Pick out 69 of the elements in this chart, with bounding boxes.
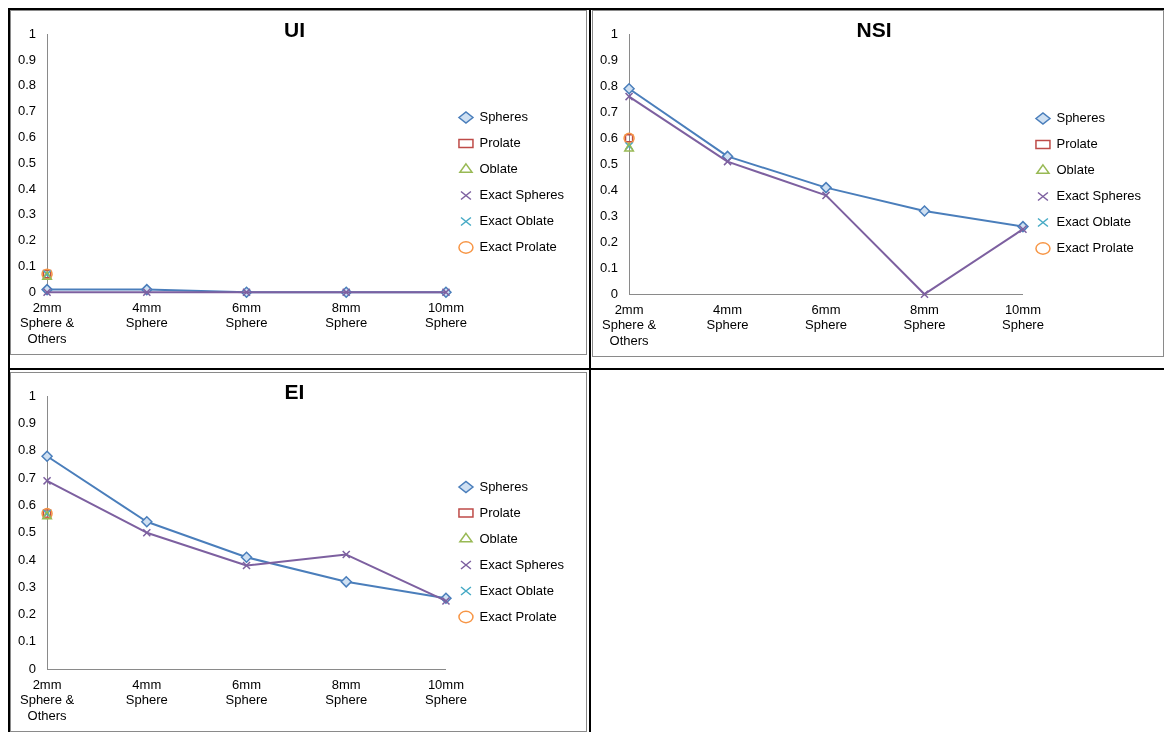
legend-label: Exact Prolate <box>1056 240 1134 256</box>
y-tick-label: 0.3 <box>599 207 619 223</box>
y-tick-label: 0.3 <box>17 206 37 222</box>
x-tick-label: 2mm Sphere & Others <box>601 301 657 348</box>
legend-label: Spheres <box>479 478 529 494</box>
y-tick-label: 0 <box>28 283 37 299</box>
y-tick-label: 0.2 <box>17 606 37 622</box>
legend-label: Exact Spheres <box>479 187 565 203</box>
legend-label: Prolate <box>479 135 521 151</box>
x-tick-label: 10mm Sphere <box>424 676 467 708</box>
y-tick-label: 0.9 <box>17 415 37 431</box>
y-tick-label: 0.2 <box>17 232 37 248</box>
y-tick-label: 0 <box>610 285 619 301</box>
y-tick-label: 0.4 <box>599 181 619 197</box>
y-tick-label: 0.7 <box>17 103 37 119</box>
x-tick-label: 4mm Sphere <box>125 299 168 331</box>
y-tick-label: 0.6 <box>17 496 37 512</box>
x-tick-label: 2mm Sphere & Others <box>19 299 75 346</box>
y-tick-label: 0.5 <box>17 154 37 170</box>
y-tick-label: 0.4 <box>17 180 37 196</box>
x-tick-label: 6mm Sphere <box>225 676 268 708</box>
x-tick-label: 4mm Sphere <box>706 301 749 333</box>
y-tick-label: 1 <box>610 25 619 41</box>
legend-label: Exact Oblate <box>479 582 554 598</box>
y-tick-label: 0.8 <box>599 77 619 93</box>
y-tick-label: 0.8 <box>17 442 37 458</box>
chart-title: EI <box>284 380 305 404</box>
y-tick-label: 0.3 <box>17 578 37 594</box>
legend-label: Oblate <box>1056 162 1095 178</box>
legend-label: Exact Prolate <box>479 608 557 624</box>
legend-label: Exact Spheres <box>1056 188 1142 204</box>
legend-label: Oblate <box>479 161 518 177</box>
y-tick-label: 0.2 <box>599 233 619 249</box>
chart-title: NSI <box>856 18 892 42</box>
y-tick-label: 0.5 <box>599 155 619 171</box>
legend-label: Exact Spheres <box>479 556 565 572</box>
y-tick-label: 0.1 <box>599 259 619 275</box>
y-tick-label: 0.8 <box>17 77 37 93</box>
x-tick-label: 8mm Sphere <box>325 299 368 331</box>
y-tick-label: 0.1 <box>17 257 37 273</box>
legend-label: Oblate <box>479 530 518 546</box>
y-tick-label: 0.4 <box>17 551 37 567</box>
x-tick-label: 8mm Sphere <box>903 301 946 333</box>
legend-label: Spheres <box>1056 110 1106 126</box>
x-tick-label: 6mm Sphere <box>225 299 268 331</box>
legend-label: Exact Prolate <box>479 239 557 255</box>
x-tick-label: 10mm Sphere <box>1001 301 1044 333</box>
x-tick-label: 6mm Sphere <box>805 301 847 333</box>
x-tick-label: 4mm Sphere <box>125 676 168 708</box>
y-tick-label: 0 <box>28 660 37 676</box>
y-tick-label: 0.7 <box>17 469 37 485</box>
y-tick-label: 0.6 <box>17 128 37 144</box>
legend-label: Exact Oblate <box>479 213 554 229</box>
legend-label: Exact Oblate <box>1056 214 1131 230</box>
legend-label: Spheres <box>479 109 529 125</box>
legend-label: Prolate <box>1056 136 1098 152</box>
y-tick-label: 0.9 <box>17 51 37 67</box>
y-tick-label: 1 <box>28 387 37 403</box>
y-tick-label: 0.9 <box>599 51 619 67</box>
x-tick-label: 10mm Sphere <box>424 299 467 331</box>
x-tick-label: 8mm Sphere <box>325 676 368 708</box>
y-tick-label: 0.5 <box>17 524 37 540</box>
chart-title: UI <box>284 18 305 42</box>
legend-label: Prolate <box>479 504 521 520</box>
x-tick-label: 2mm Sphere & Others <box>19 676 75 723</box>
y-tick-label: 1 <box>28 25 37 41</box>
y-tick-label: 0.6 <box>599 129 619 145</box>
y-tick-label: 0.7 <box>599 103 619 119</box>
y-tick-label: 0.1 <box>17 633 37 649</box>
